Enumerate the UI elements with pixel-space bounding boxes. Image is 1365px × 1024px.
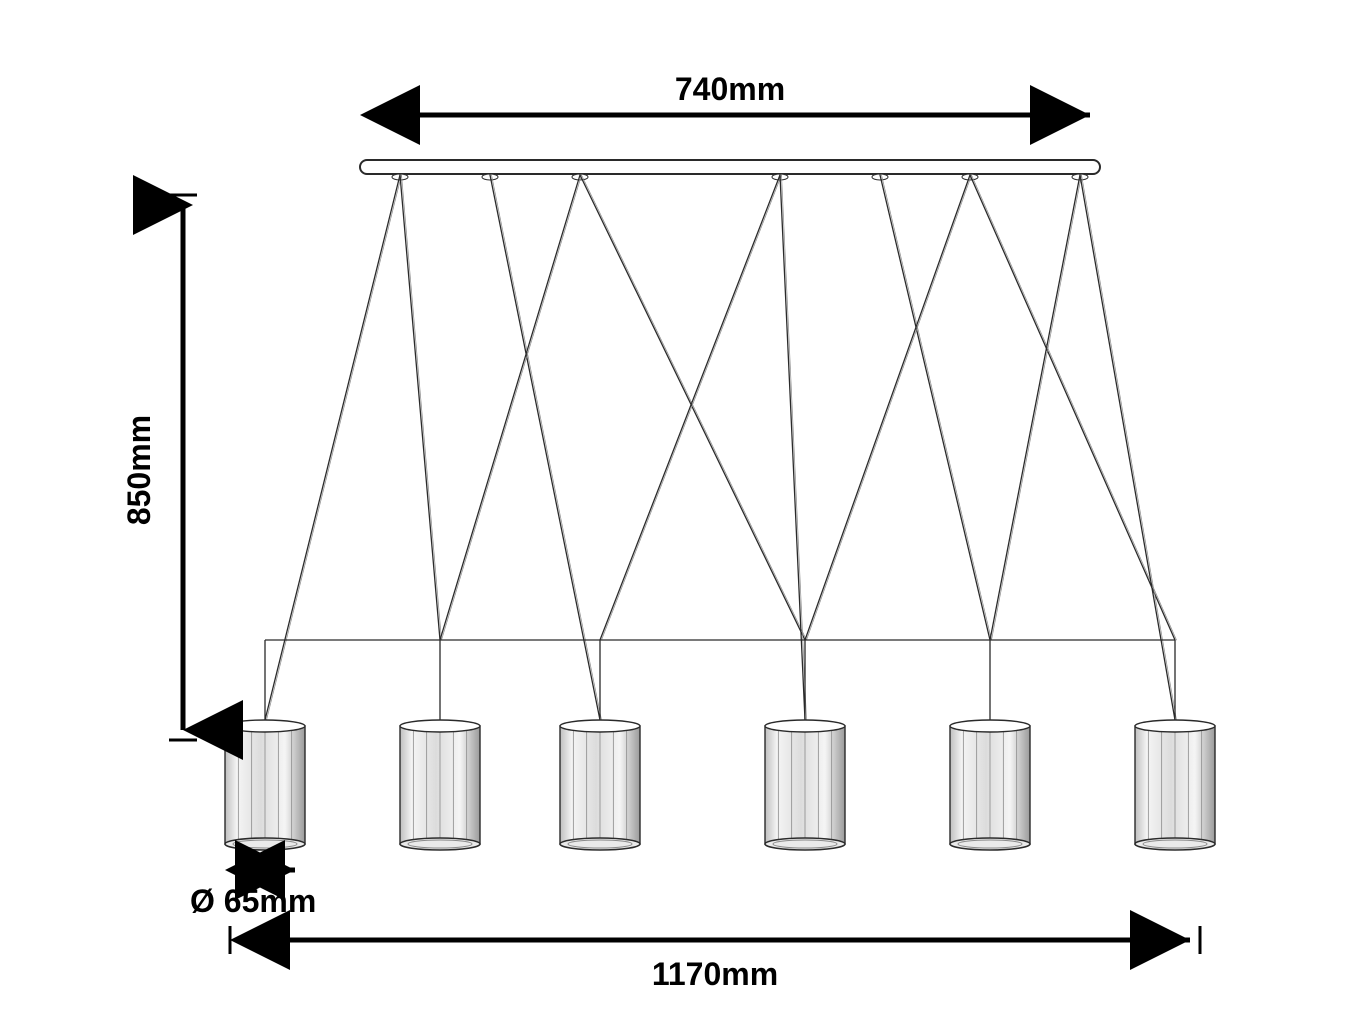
suspension-wire: [580, 175, 805, 640]
dimension-label: Ø 65mm: [190, 883, 316, 919]
suspension-wire: [440, 175, 580, 640]
dimension-drawing: 740mm 850mm 1170mm Ø 65mm: [0, 0, 1365, 1024]
suspension-wire-shadow: [442, 175, 582, 640]
suspension-wire-shadow: [492, 175, 602, 720]
suspension-wire: [265, 175, 400, 720]
ceiling-bar: [360, 160, 1100, 174]
dimension-label: 1170mm: [652, 956, 778, 992]
pendant-cylinder: [765, 720, 845, 850]
suspension-wire: [400, 175, 440, 640]
suspension-wire-shadow: [267, 175, 402, 720]
suspension-wire-shadow: [992, 175, 1082, 640]
suspension-wire: [490, 175, 600, 720]
suspension-wire: [970, 175, 1175, 640]
suspension-wire-shadow: [782, 175, 807, 720]
dimension-annotations: 740mm 850mm 1170mm Ø 65mm: [121, 71, 1200, 992]
pendant-lamp-sketch: [225, 160, 1215, 850]
pendant-cylinder: [225, 720, 305, 850]
suspension-wire-shadow: [602, 175, 782, 640]
suspension-wire-shadow: [972, 175, 1177, 640]
suspension-wire: [780, 175, 805, 720]
suspension-wire-shadow: [582, 175, 807, 640]
suspension-wire-shadow: [882, 175, 992, 640]
suspension-wire-shadow: [402, 175, 442, 640]
dimension-label: 740mm: [675, 71, 785, 107]
suspension-wire: [990, 175, 1080, 640]
pendant-cylinder: [1135, 720, 1215, 850]
suspension-wire: [1080, 175, 1175, 720]
pendant-cylinder: [400, 720, 480, 850]
suspension-wire: [805, 175, 970, 640]
suspension-wire: [880, 175, 990, 640]
suspension-wire-shadow: [807, 175, 972, 640]
suspension-wire: [600, 175, 780, 640]
dimension-label: 850mm: [121, 415, 157, 525]
suspension-wire-shadow: [1082, 175, 1177, 720]
pendant-cylinder: [950, 720, 1030, 850]
pendant-cylinder: [560, 720, 640, 850]
